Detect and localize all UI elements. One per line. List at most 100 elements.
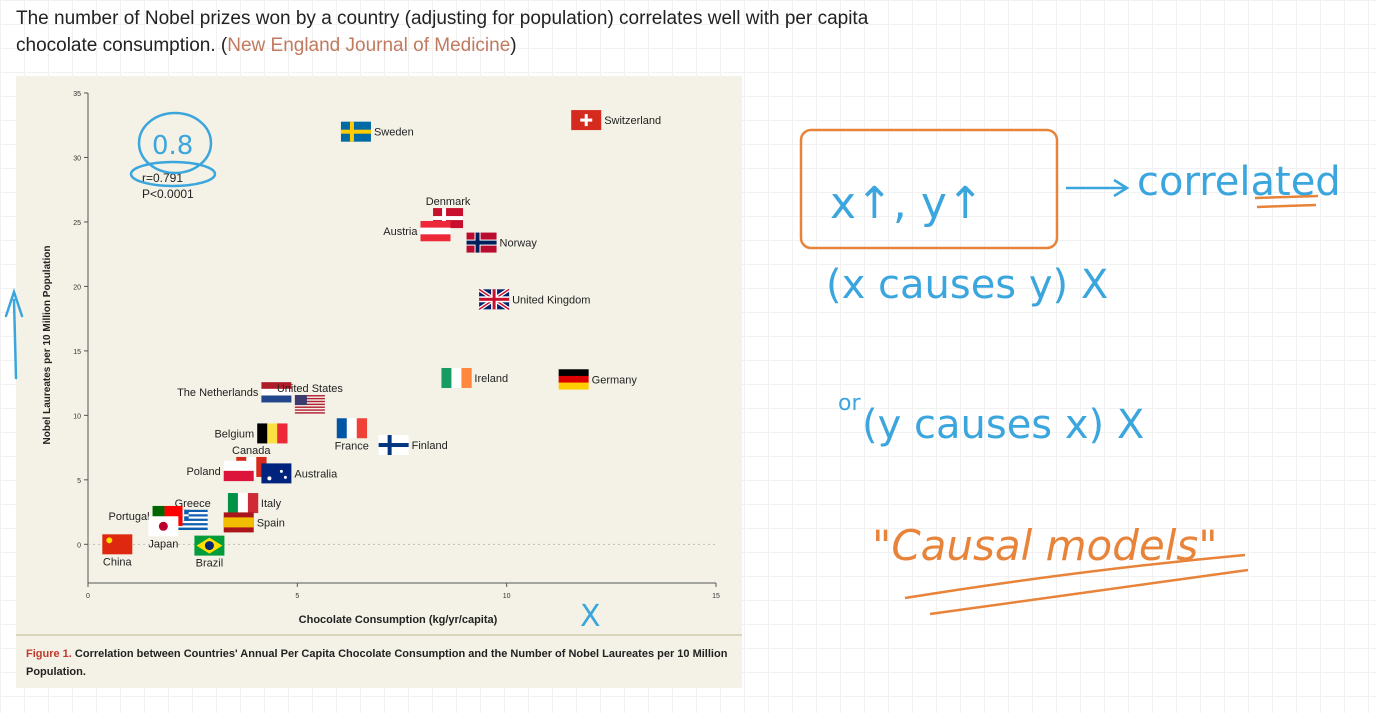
country-label: Poland	[186, 466, 220, 478]
country-label: Spain	[257, 517, 285, 529]
flag-switzerland	[571, 110, 602, 131]
country-label: Ireland	[474, 373, 508, 385]
country-label: United States	[277, 383, 344, 395]
causal-models-text: "Causal models"	[872, 521, 1218, 570]
flag-stripe	[294, 409, 325, 411]
country-label: Sweden	[374, 127, 414, 139]
flag-stripe	[177, 509, 208, 513]
country-label: Brazil	[196, 558, 224, 570]
x-axis-annotation: X	[580, 599, 601, 634]
flag-usa	[294, 395, 325, 414]
flag-norway	[466, 232, 497, 253]
flag-sweden	[340, 121, 371, 142]
flag-star	[106, 537, 113, 544]
flag-stripe	[294, 406, 325, 408]
flag-cross	[340, 129, 371, 134]
source-link[interactable]: New England Journal of Medicine	[227, 35, 511, 56]
y-tick-label: 0	[77, 542, 81, 549]
flag-stripe	[420, 227, 451, 235]
arrow-right-annotation	[1066, 178, 1130, 198]
flag-stripe	[294, 412, 325, 414]
flag-cross	[378, 443, 409, 448]
flag-stripe	[177, 514, 208, 517]
flag-stripe	[261, 388, 292, 396]
correlated-word: correlated	[1137, 159, 1341, 205]
flag-finland	[378, 435, 409, 456]
figure-caption-text: Correlation between Countries' Annual Pe…	[26, 648, 728, 678]
flag-belgium	[257, 423, 288, 444]
flag-italy	[227, 493, 259, 514]
flag-disc	[204, 541, 214, 551]
x-axis-label: Chocolate Consumption (kg/yr/capita)	[299, 614, 498, 626]
flag-stripe	[356, 418, 368, 439]
x-tick-label: 10	[503, 593, 511, 600]
flag-ireland	[441, 367, 472, 388]
correlation-expression: x↑, y↑	[830, 178, 984, 229]
flag-cross	[580, 118, 593, 122]
y-tick-label: 15	[73, 349, 81, 356]
flag-spain	[223, 512, 254, 533]
flag-stripe	[294, 400, 325, 403]
country-label: Portugal	[109, 511, 150, 523]
y-axis-label: Nobel Laureates per 10 Million Populatio…	[42, 246, 53, 445]
flag-stripe	[227, 493, 239, 514]
figure-panel	[16, 76, 742, 688]
country-label: Australia	[294, 468, 338, 480]
flag-china	[102, 534, 133, 555]
x-tick-label: 15	[712, 593, 720, 600]
flag-star	[283, 475, 287, 479]
r-circle-annotation	[129, 160, 217, 188]
flag-stripe	[558, 382, 589, 390]
r-value: r=0.791	[142, 171, 183, 185]
country-label: Japan	[148, 538, 178, 550]
flag-stripe	[441, 367, 452, 388]
flag-stripe	[257, 423, 268, 444]
flag-canton	[294, 395, 307, 406]
flag-stripe	[177, 516, 208, 519]
country-label: Canada	[232, 445, 271, 457]
figure-label: Figure 1.	[26, 648, 72, 660]
flag-stripe	[177, 518, 208, 522]
flag-cross	[433, 216, 464, 221]
or-text: or	[838, 391, 861, 416]
flag-stripe	[420, 220, 451, 228]
flag-disc	[158, 521, 168, 531]
country-label: Switzerland	[604, 115, 661, 127]
flag-stripe	[294, 395, 325, 397]
flag-stripe	[267, 423, 278, 444]
y-tick-label: 25	[73, 220, 81, 227]
flag-france	[336, 418, 368, 439]
flag-stripe	[558, 375, 589, 383]
flag-greece	[177, 509, 208, 531]
flag-stripe	[277, 423, 288, 444]
flag-stripe	[177, 520, 208, 524]
p-value: P<0.0001	[142, 187, 194, 201]
country-label: Italy	[261, 498, 282, 510]
flag-stripe	[223, 470, 254, 482]
flag-uk	[477, 287, 511, 311]
country-label: China	[103, 556, 133, 568]
y-tick-label: 30	[73, 155, 81, 162]
flag-stripe	[420, 234, 451, 242]
x-tick-label: 5	[295, 593, 299, 600]
flag-stripe	[223, 517, 254, 528]
flag-germany	[558, 369, 589, 390]
flag-stripe	[237, 493, 249, 514]
flag-austria	[420, 220, 451, 242]
flag-stripe	[461, 367, 472, 388]
flag-stripe	[261, 395, 292, 403]
x-tick-label: 0	[86, 593, 90, 600]
flag-field	[261, 463, 292, 484]
flag-stripe	[247, 493, 259, 514]
flag-stripe	[451, 367, 462, 388]
country-label: The Netherlands	[177, 387, 259, 399]
flag-stripe	[346, 418, 358, 439]
y-tick-label: 35	[73, 91, 81, 98]
flag-stripe	[177, 523, 208, 526]
flag-stripe	[558, 369, 589, 377]
country-label: Austria	[383, 226, 418, 238]
flag-poland	[223, 460, 254, 482]
circle-annotation	[137, 111, 213, 175]
country-label: Finland	[412, 440, 448, 452]
y-arrow-annotation	[4, 288, 24, 380]
